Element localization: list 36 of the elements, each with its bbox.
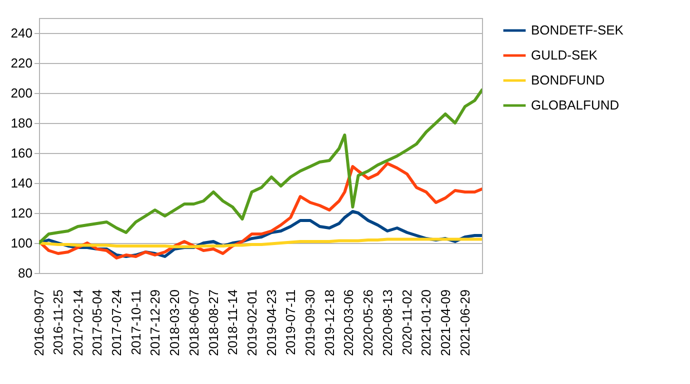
- legend-label: GULD-SEK: [531, 48, 598, 62]
- x-tick-label: 2019-07-11: [283, 290, 298, 356]
- y-tick-label: 240: [10, 26, 32, 40]
- x-tick-label: 2021-04-09: [438, 290, 453, 356]
- legend-label: BONDETF-SEK: [531, 22, 624, 38]
- legend-label: GLOBALFUND: [531, 98, 620, 112]
- y-tick-label: 180: [10, 116, 32, 130]
- x-tick-label: 2017-02-14: [70, 290, 86, 356]
- y-tick-label: 160: [10, 146, 32, 160]
- x-tick-label: 2016-09-07: [32, 290, 46, 356]
- x-tick-label: 2021-06-29: [458, 290, 473, 356]
- y-tick-label: 200: [10, 86, 32, 100]
- legend-label: BONDFUND: [531, 72, 605, 88]
- x-tick-label: 2017-05-04: [89, 290, 104, 356]
- x-tick-label: 2018-06-07: [186, 290, 202, 356]
- x-tick-label: 2019-12-18: [322, 290, 337, 356]
- x-tick-label: 2020-11-02: [400, 290, 415, 356]
- x-tick-label: 2021-01-20: [418, 290, 434, 356]
- y-tick-label: 120: [10, 206, 32, 220]
- x-tick-label: 2017-07-24: [109, 290, 124, 356]
- x-tick-label: 2019-02-01: [244, 290, 260, 356]
- x-tick-label: 2017-10-11: [128, 290, 144, 356]
- x-tick-label: 2016-11-25: [50, 290, 66, 356]
- x-tick-label: 2020-08-13: [380, 290, 395, 356]
- y-tick-label: 140: [10, 176, 32, 190]
- x-tick-label: 2018-08-27: [206, 290, 221, 356]
- y-tick-label: 220: [10, 56, 32, 70]
- x-tick-label: 2018-11-14: [225, 290, 240, 356]
- x-tick-label: 2019-04-23: [264, 290, 279, 356]
- y-tick-label: 80: [18, 266, 32, 280]
- x-tick-label: 2018-03-20: [167, 290, 182, 356]
- x-tick-label: 2019-09-30: [302, 290, 318, 356]
- x-tick-label: 2017-12-29: [147, 290, 162, 356]
- x-tick-label: 2020-05-26: [360, 290, 376, 356]
- y-tick-label: 100: [10, 236, 32, 250]
- x-tick-label: 2020-03-06: [341, 290, 356, 356]
